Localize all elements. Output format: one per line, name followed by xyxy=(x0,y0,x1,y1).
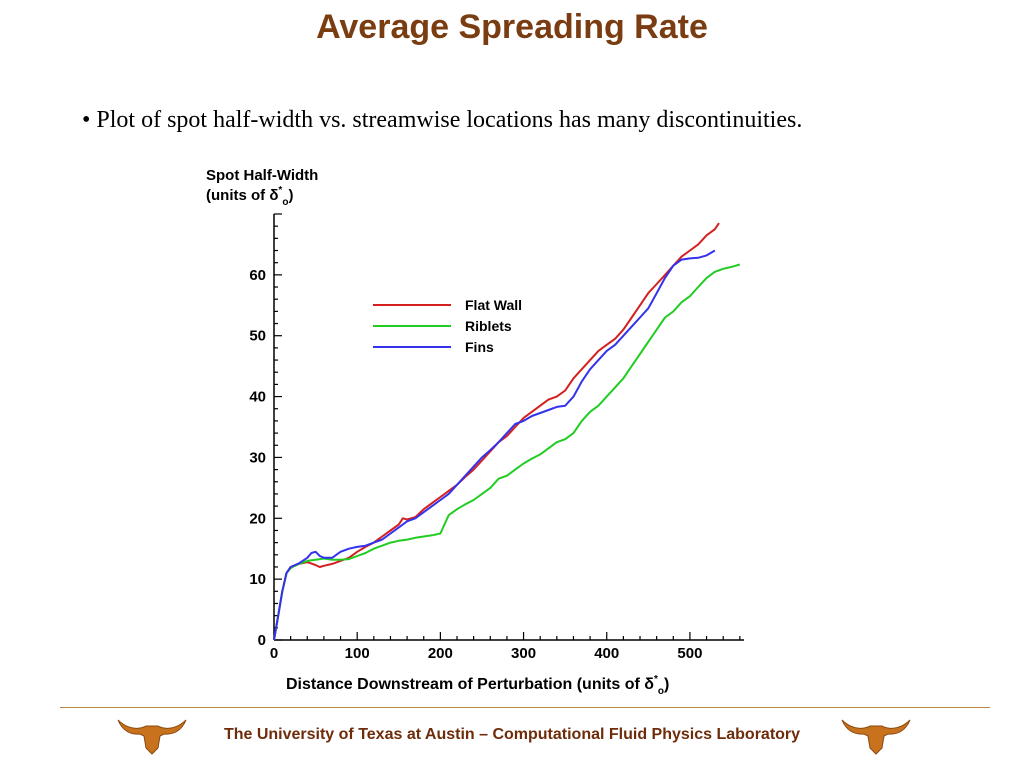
y-tick-label: 30 xyxy=(249,449,266,466)
x-tick-label: 200 xyxy=(428,645,453,662)
y-tick-label: 10 xyxy=(249,571,266,588)
legend-label: Riblets xyxy=(465,318,512,334)
footer-text: The University of Texas at Austin – Comp… xyxy=(223,726,801,743)
legend: Flat Wall Riblets Fins xyxy=(373,297,522,355)
y-tick-label: 60 xyxy=(249,267,266,284)
series-lines xyxy=(273,222,741,641)
y-axis-title-sub: o xyxy=(282,197,288,208)
bullet-point: • Plot of spot half-width vs. streamwise … xyxy=(82,107,802,134)
y-tick-label: 40 xyxy=(249,389,266,406)
y-axis-title-sup: * xyxy=(278,185,282,196)
longhorn-logo-left xyxy=(117,719,187,755)
y-tick-label: 50 xyxy=(249,328,266,345)
x-axis-title-sub: o xyxy=(658,686,664,697)
footer-divider xyxy=(60,707,990,708)
y-axis-title-line2: (units of δ*o) xyxy=(206,185,293,208)
x-tick-label: 0 xyxy=(270,645,278,662)
bullet-text: Plot of spot half-width vs. streamwise l… xyxy=(96,107,803,133)
x-tick-label: 100 xyxy=(345,645,370,662)
y-tick-label: 0 xyxy=(258,632,266,649)
legend-label: Fins xyxy=(465,339,494,355)
bullet-marker: • xyxy=(82,107,91,133)
series-line-fins xyxy=(273,249,716,641)
x-tick-label: 400 xyxy=(594,645,619,662)
y-axis-title-line1: Spot Half-Width xyxy=(206,167,318,184)
series-line-flat-wall xyxy=(273,222,720,641)
y-tick-label: 20 xyxy=(249,510,266,527)
y-axis-title-units: (units of δ xyxy=(206,187,278,204)
y-axis-title-close: ) xyxy=(288,187,293,204)
longhorn-logo-right xyxy=(841,719,911,755)
slide-title: Average Spreading Rate xyxy=(316,8,708,46)
x-tick-label: 300 xyxy=(511,645,536,662)
legend-label: Flat Wall xyxy=(465,297,522,313)
axes: 0 100 200 300 400 500 0 10 20 30 40 50 60 xyxy=(249,213,744,662)
series-line-riblets xyxy=(273,263,741,641)
x-axis-title-close: ) xyxy=(664,676,669,693)
x-axis-title-sup: * xyxy=(654,674,658,685)
x-axis-title: Distance Downstream of Perturbation (uni… xyxy=(286,674,669,697)
x-axis-title-text: Distance Downstream of Perturbation (uni… xyxy=(286,676,654,693)
x-tick-label: 500 xyxy=(677,645,702,662)
